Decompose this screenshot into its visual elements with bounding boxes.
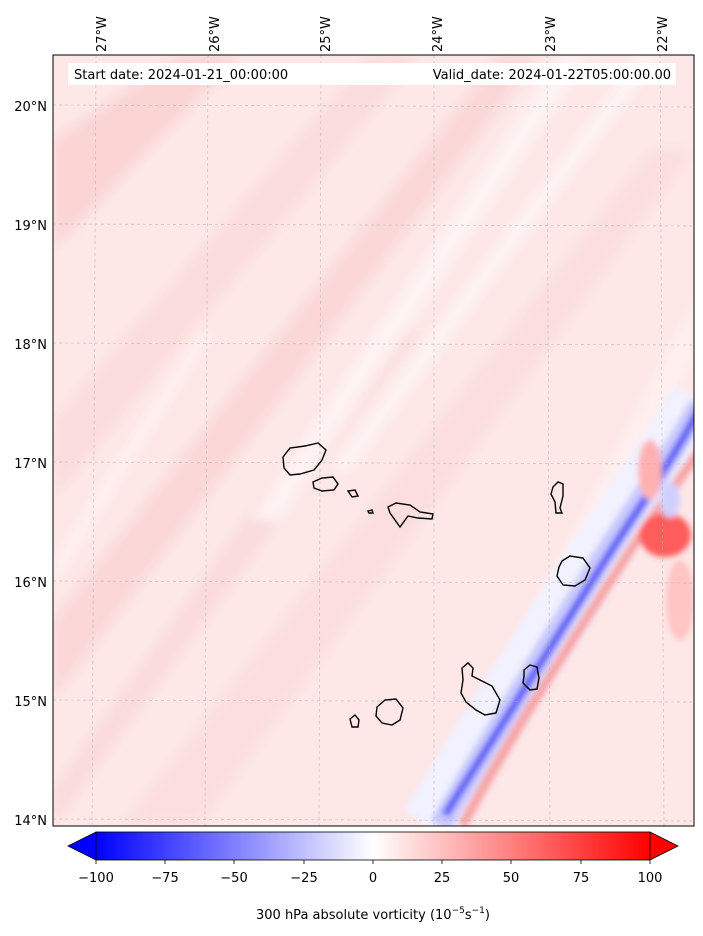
colorbar-title: 300 hPa absolute vorticity (10−5s−1) [256,906,490,923]
island-sao-vicente [312,476,339,492]
island-maio [522,664,540,691]
island-santiago [460,662,501,716]
island-branco [366,509,374,514]
lon-tick-label: 27°W [95,16,110,52]
lon-tick-label: 25°W [319,16,334,52]
lon-tick-label: 23°W [544,16,559,52]
lat-tick-label: 14°N [14,814,47,829]
longitude-ticks: 27°W 26°W 25°W 24°W 23°W 22°W [95,16,671,52]
colorbar-gradient [95,831,651,861]
plot-frame [52,54,695,827]
gridlines [53,55,694,826]
coastlines [282,442,591,728]
lat-tick-label: 16°N [14,576,47,591]
island-fogo [375,698,404,726]
lat-tick-label: 19°N [14,219,47,234]
lon-tick-label: 26°W [208,16,223,52]
island-brava [349,714,360,728]
island-sao-nicolau [387,502,434,529]
info-box: Start date: 2024-01-21_00:00:00 Valid_da… [68,63,676,85]
lat-tick-label: 17°N [14,457,47,472]
colorbar: −100 −75 −50 −25 0 25 50 75 100 300 hPa … [67,831,679,923]
start-date-label: Start date: 2024-01-21_00:00:00 [74,68,288,83]
lon-tick-label: 24°W [431,16,446,52]
lat-tick-label: 18°N [14,338,47,353]
island-santa-luzia [346,489,360,498]
colorbar-tick-label: 0 [369,871,377,886]
colorbar-tick-label: 50 [503,871,520,886]
colorbar-tick-label: 25 [434,871,451,886]
colorbar-tick-label: 100 [638,871,663,886]
island-santo-antao [282,442,327,476]
colorbar-tick-label: −50 [220,871,247,886]
lat-tick-label: 15°N [14,695,47,710]
valid-date-label: Valid_date: 2024-01-22T05:00:00.00 [433,68,671,83]
lat-tick-label: 20°N [14,100,47,115]
island-sal [550,481,564,514]
colorbar-extend-max [649,831,679,861]
lon-tick-label: 22°W [656,16,671,52]
colorbar-tick-label: 75 [573,871,590,886]
colorbar-tick-label: −25 [290,871,317,886]
colorbar-tick-label: −100 [78,871,114,886]
island-boa-vista [556,555,591,587]
colorbar-extend-min [67,831,97,861]
colorbar-tick-label: −75 [151,871,178,886]
latitude-ticks: 20°N 19°N 18°N 17°N 16°N 15°N 14°N [14,100,47,829]
